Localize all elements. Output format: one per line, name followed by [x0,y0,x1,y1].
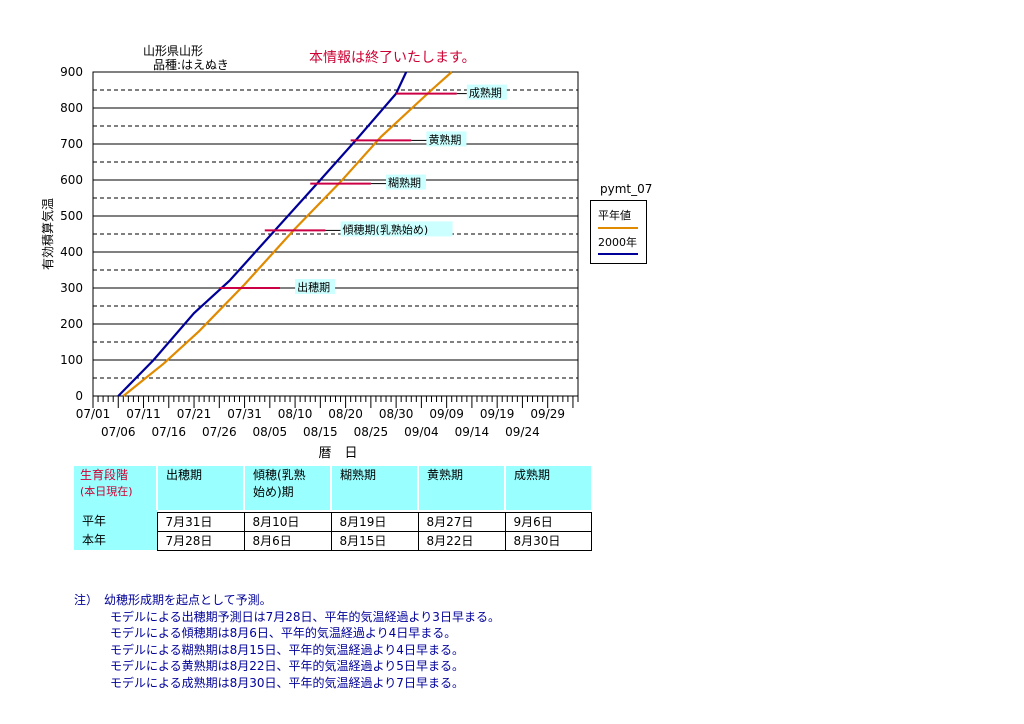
x-tick-label: 07/31 [227,407,262,421]
note-line: モデルによる傾穂期は8月6日、平年的気温経過より4日早まる。 [74,626,457,640]
stage-label: 黄熟期 [428,132,461,146]
legend-label-2000: 2000年 [598,236,637,249]
table-cell: 8月27日 [417,511,506,532]
table-header-stage: 成熟期 [504,466,591,510]
y-tick-label: 0 [75,389,83,403]
y-tick-label: 800 [60,101,83,115]
y-tick-label: 700 [60,137,83,151]
table-cell: 7月31日 [156,511,245,532]
location-title: 山形県山形 [143,44,204,58]
table-header-stage: 糊熟期 [330,466,418,510]
y-tick-label: 200 [60,317,83,331]
stage-table: 生育段階 (本日現在) 出穂期 傾穂(乳熟 始め)期 糊熟期 黄熟期 成熟期 平… [74,466,592,551]
chart: 0 100 200 300 400 500 600 700 800 900 有効積算気温 07/01 0… [40,65,579,461]
table-cell: 9月6日 [504,511,592,532]
table-header-stage: 傾穂(乳熟 始め)期 [243,466,331,510]
table-cell: 7月28日 [156,530,245,551]
x-axis-label: 暦 日 [318,446,357,461]
x-tick-label: 07/11 [126,407,161,421]
notes: 注） 幼穂形成期を起点として予測。 モデルによる出穂期予測日は7月28日、平年的… [74,592,500,691]
table-row-normal: 平年 7月31日 8月10日 8月19日 8月27日 9月6日 [74,511,592,532]
series-line-normal [122,71,453,397]
y-tick-label: 300 [60,281,83,295]
x-tick-label: 09/29 [530,407,565,421]
table-header-stage: 黄熟期 [417,466,505,510]
note-line: 注） 幼穂形成期を起点として予測。 [74,593,272,607]
x-tick-label: 08/05 [253,425,288,439]
stage-label: 成熟期 [469,86,502,100]
stage-label-bg [466,84,507,100]
y-axis-label: 有効積算気温 [40,198,55,270]
x-tick-label: 08/15 [303,425,338,439]
stage-label-bg [295,279,336,294]
y-tick-label: 500 [60,209,83,223]
x-tick-label: 09/04 [404,425,439,439]
x-tick-label: 09/09 [429,407,464,421]
table-cell: 8月19日 [330,511,419,532]
table-header-line1: 生育段階 [80,468,129,482]
table-header-stage: 出穂期 [156,466,244,510]
legend: 平年値 2000年 [590,200,647,264]
stage-label-bg [426,131,467,147]
x-tick-label: 08/10 [278,407,313,421]
stage-label: 傾穂期(乳熟始め) [343,222,429,236]
x-tick-label: 07/06 [101,425,136,439]
table-cell: 8月15日 [330,530,419,551]
table-cell: 8月30日 [504,530,592,551]
legend-title: pymt_07 [600,182,653,196]
row-label: 平年 [74,512,157,531]
x-tick-label: 08/25 [354,425,389,439]
legend-swatch-2000 [598,253,638,255]
legend-label-normal: 平年値 [598,209,631,222]
table-row-this-year: 本年 7月28日 8月6日 8月15日 8月22日 8月30日 [74,530,592,551]
legend-swatch-normal [598,227,638,229]
stage-label-bg [386,174,427,190]
x-tick-label: 08/20 [328,407,363,421]
x-tick-label: 09/19 [480,407,515,421]
row-label: 本年 [74,531,157,550]
note-line: モデルによる出穂期予測日は7月28日、平年的気温経過より3日早まる。 [74,609,500,624]
table-cell: 8月6日 [243,530,332,551]
x-tick-label: 07/21 [177,407,212,421]
y-tick-label: 600 [60,173,83,187]
y-tick-label: 900 [60,65,83,79]
table-cell: 8月10日 [243,511,332,532]
x-tick-label: 07/16 [151,425,186,439]
note-line: モデルによる糊熟期は8月15日、平年的気温経過より4日早まる。 [74,642,464,657]
x-tick-label: 07/26 [202,425,237,439]
table-header-line2: (本日現在) [80,485,133,498]
y-tick-label: 100 [60,353,83,367]
notice-text: 本情報は終了いたします。 [309,50,476,66]
x-tick-label: 08/30 [379,407,414,421]
stage-label: 出穂期 [297,280,330,294]
stage-label: 糊熟期 [388,176,421,190]
x-tick-label: 09/14 [455,425,490,439]
table-cell: 8月22日 [417,530,506,551]
x-tick-label: 07/01 [76,407,111,421]
note-line: モデルによる成熟期は8月30日、平年的気温経過より7日早まる。 [74,675,464,690]
table-header-title: 生育段階 (本日現在) [74,466,157,510]
y-tick-label: 400 [60,245,83,259]
note-line: モデルによる黄熟期は8月22日、平年的気温経過より5日早まる。 [74,659,464,673]
x-tick-label: 09/24 [505,425,540,439]
variety-title: 品種:はえぬき [153,58,229,72]
stage-label-bg [340,221,453,237]
